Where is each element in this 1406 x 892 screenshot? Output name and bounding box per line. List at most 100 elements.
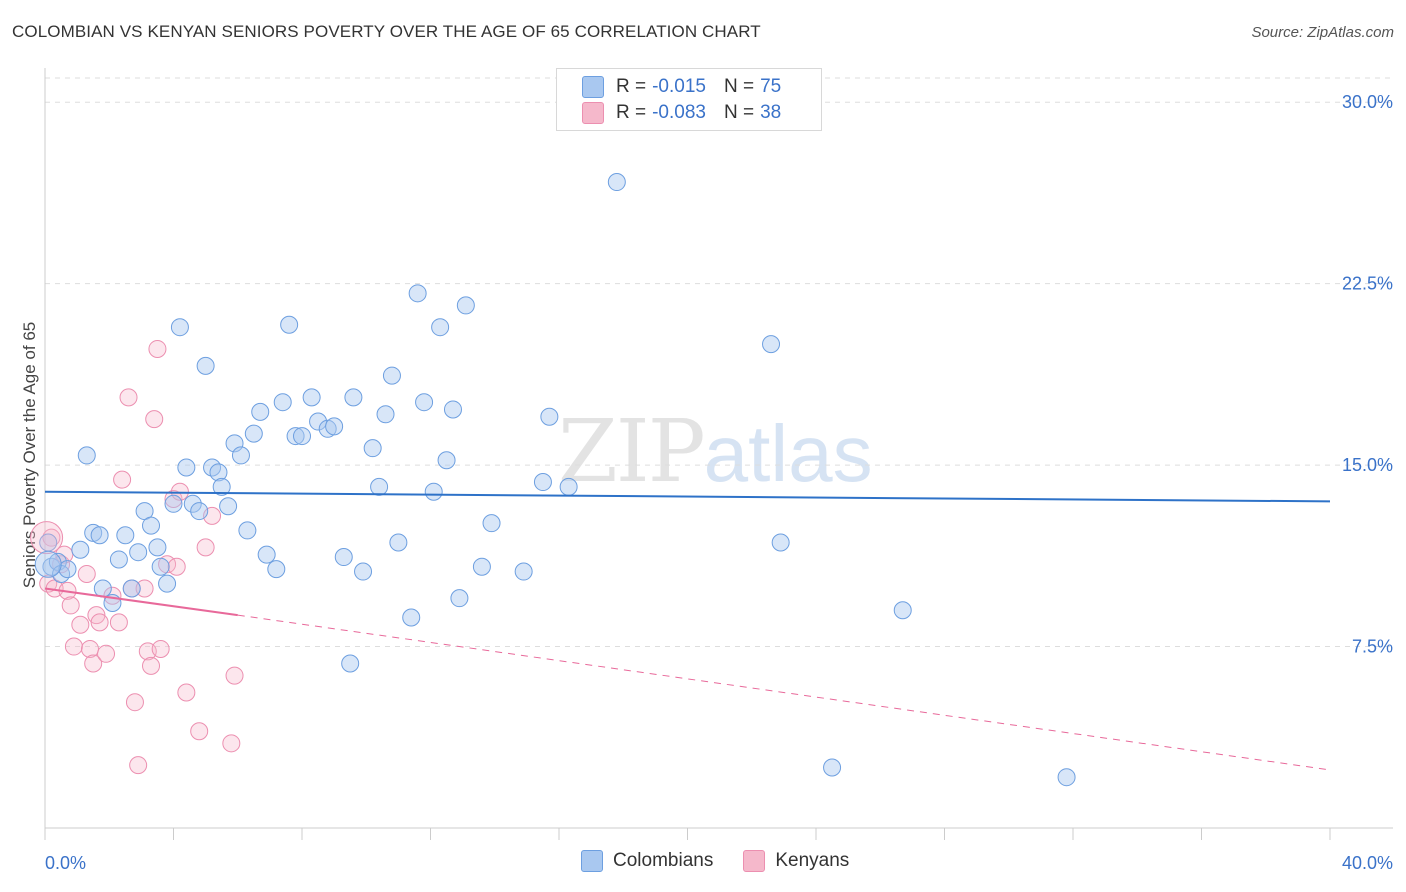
- kenyan-point: [142, 656, 161, 675]
- r-value-colombians: -0.015: [652, 76, 706, 97]
- colombian-point: [71, 540, 90, 559]
- legend-label-colombians: Colombians: [613, 850, 714, 871]
- colombian-point: [424, 482, 443, 501]
- kenyan-point: [177, 683, 196, 702]
- colombian-point: [219, 497, 238, 516]
- n-label: N =: [723, 76, 755, 97]
- colombian-point: [431, 318, 450, 337]
- colombian-point: [354, 562, 373, 581]
- kenyan-point: [151, 639, 170, 658]
- colombian-point: [158, 574, 177, 593]
- legend-item-kenyans[interactable]: Kenyans: [743, 850, 849, 872]
- colombian-point: [251, 402, 270, 421]
- colombian-point: [344, 388, 363, 407]
- colombian-point: [437, 451, 456, 470]
- colombian-point: [34, 550, 62, 578]
- y-tick-label: 30.0%: [1342, 92, 1393, 112]
- colombians-swatch: [582, 76, 604, 98]
- kenyan-point: [125, 693, 144, 712]
- legend-label-kenyans: Kenyans: [775, 850, 850, 871]
- kenyans-swatch: [582, 102, 604, 124]
- kenyans-trend-line: [44, 587, 238, 617]
- watermark-zip: ZIP: [558, 402, 706, 502]
- series-legend: Colombians Kenyans: [581, 850, 879, 872]
- kenyan-point: [109, 613, 128, 632]
- colombian-point: [363, 439, 382, 458]
- kenyan-point: [64, 637, 83, 656]
- kenyan-point: [42, 528, 61, 547]
- n-label: N =: [723, 102, 755, 123]
- legend-row-colombians: R = -0.015 N = 75: [582, 74, 781, 100]
- colombian-point: [408, 284, 427, 303]
- correlation-legend: R = -0.015 N = 75 R = -0.083 N = 38: [556, 68, 822, 131]
- colombians-legend-swatch: [581, 850, 603, 872]
- colombian-point: [90, 526, 109, 545]
- r-value-kenyans: -0.083: [652, 102, 706, 123]
- source-credit: Source: ZipAtlas.com: [1251, 24, 1394, 41]
- colombian-point: [77, 446, 96, 465]
- kenyan-point: [222, 734, 241, 753]
- colombian-point: [370, 477, 389, 496]
- colombian-point: [302, 388, 321, 407]
- kenyan-point: [167, 557, 186, 576]
- watermark: ZIPatlas: [558, 402, 873, 502]
- y-tick-label: 15.0%: [1342, 455, 1393, 475]
- colombian-point: [142, 516, 161, 535]
- colombian-point: [450, 589, 469, 608]
- colombian-point: [170, 318, 189, 337]
- legend-row-kenyans: R = -0.083 N = 38: [582, 100, 781, 126]
- colombian-point: [238, 521, 257, 540]
- legend-item-colombians[interactable]: Colombians: [581, 850, 713, 872]
- colombian-point: [212, 477, 231, 496]
- kenyan-point: [90, 613, 109, 632]
- colombian-point: [116, 526, 135, 545]
- colombian-point: [231, 446, 250, 465]
- colombian-point: [190, 502, 209, 521]
- x-tick-label-min: 0.0%: [45, 853, 86, 873]
- kenyan-point: [148, 339, 167, 358]
- colombians-trend-line: [44, 490, 1331, 503]
- colombian-point: [382, 366, 401, 385]
- colombian-point: [341, 654, 360, 673]
- colombian-point: [762, 335, 781, 354]
- colombian-point: [456, 296, 475, 315]
- colombian-point: [58, 560, 77, 579]
- kenyan-point: [30, 521, 64, 555]
- colombian-point: [48, 552, 67, 571]
- kenyan-point: [71, 615, 90, 634]
- kenyan-point: [196, 538, 215, 557]
- colombian-point: [389, 533, 408, 552]
- colombian-point: [286, 427, 305, 446]
- colombian-point: [559, 477, 578, 496]
- colombian-point: [443, 400, 462, 419]
- colombian-point: [273, 393, 292, 412]
- kenyan-point: [145, 410, 164, 429]
- colombian-point: [122, 579, 141, 598]
- colombian-point: [893, 601, 912, 620]
- colombian-point: [109, 550, 128, 569]
- colombian-point: [376, 405, 395, 424]
- kenyan-point: [61, 596, 80, 615]
- colombian-point: [93, 579, 112, 598]
- colombian-point: [151, 557, 170, 576]
- chart-title: COLOMBIAN VS KENYAN SENIORS POVERTY OVER…: [12, 22, 761, 41]
- n-value-colombians: 75: [760, 76, 782, 97]
- colombian-point: [1057, 768, 1076, 787]
- colombian-point: [183, 494, 202, 513]
- colombian-point: [257, 545, 276, 564]
- colombian-point: [482, 514, 501, 533]
- colombian-point: [472, 557, 491, 576]
- kenyan-point: [84, 654, 103, 673]
- colombian-point: [771, 533, 790, 552]
- colombian-point: [129, 543, 148, 562]
- n-value-kenyans: 38: [760, 102, 782, 123]
- kenyan-point: [119, 388, 138, 407]
- kenyan-point: [190, 722, 209, 741]
- kenyan-point: [164, 489, 183, 508]
- kenyans-trend-line-extension: [237, 614, 1331, 771]
- colombian-point: [177, 458, 196, 477]
- colombian-point: [164, 494, 183, 513]
- r-label: R =: [616, 76, 647, 97]
- colombian-point: [415, 393, 434, 412]
- colombian-point: [148, 538, 167, 557]
